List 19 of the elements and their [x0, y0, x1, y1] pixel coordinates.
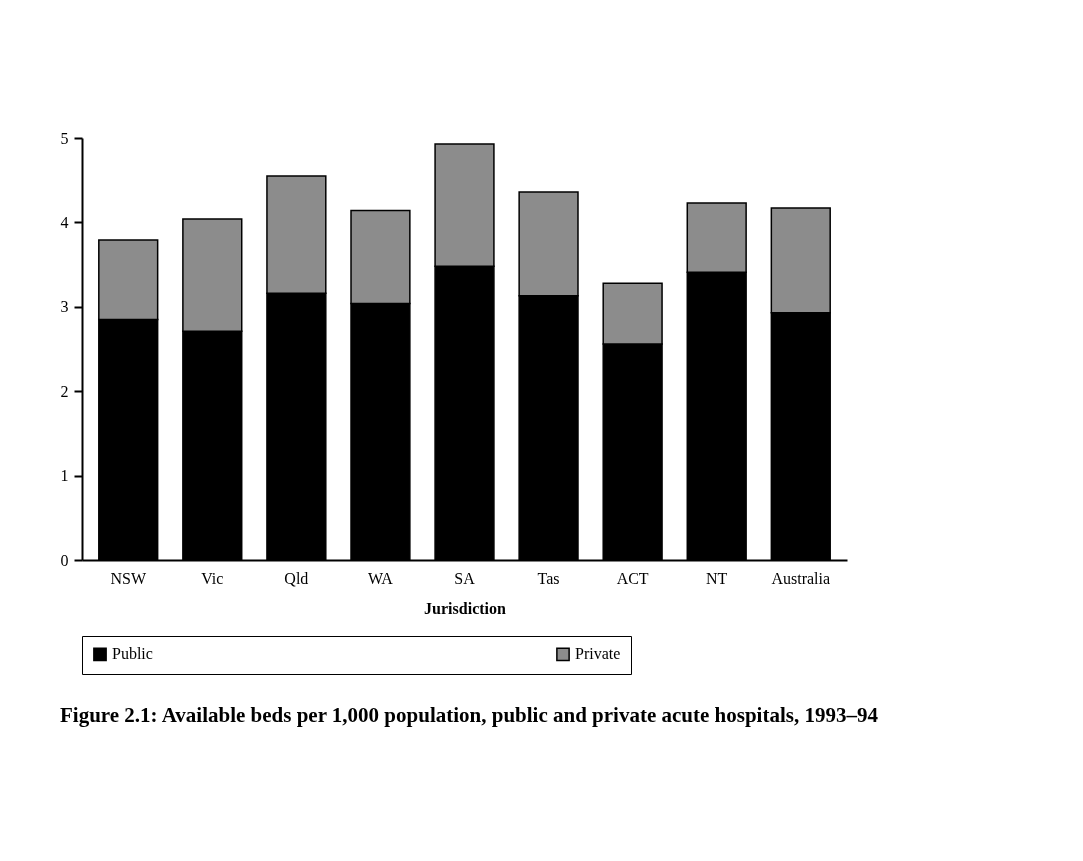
x-tick-label: NSW — [110, 569, 147, 587]
legend-label: Public — [112, 645, 153, 663]
x-tick-label: SA — [454, 569, 476, 587]
legend-label: Private — [575, 645, 621, 663]
y-tick-label: 2 — [60, 382, 69, 400]
x-axis-title: Jurisdiction — [424, 599, 506, 617]
x-tick-label: Australia — [771, 569, 831, 587]
x-tick-label: WA — [367, 569, 394, 587]
y-tick-label: 3 — [60, 298, 69, 316]
x-tick-label: Qld — [284, 569, 309, 587]
x-tick-label: ACT — [616, 569, 649, 587]
x-tick-label: Tas — [537, 569, 560, 587]
text: Figure 2.1: Available beds per 1,000 population, public and private acute hospitals, 1993–94 — [60, 702, 879, 727]
y-tick-label: 4 — [60, 213, 69, 231]
y-tick-label: 0 — [60, 551, 69, 569]
y-tick-label: 5 — [60, 129, 69, 147]
x-tick-label: NT — [706, 569, 728, 587]
y-tick-label: 1 — [60, 467, 69, 485]
x-tick-label: Vic — [201, 569, 224, 587]
